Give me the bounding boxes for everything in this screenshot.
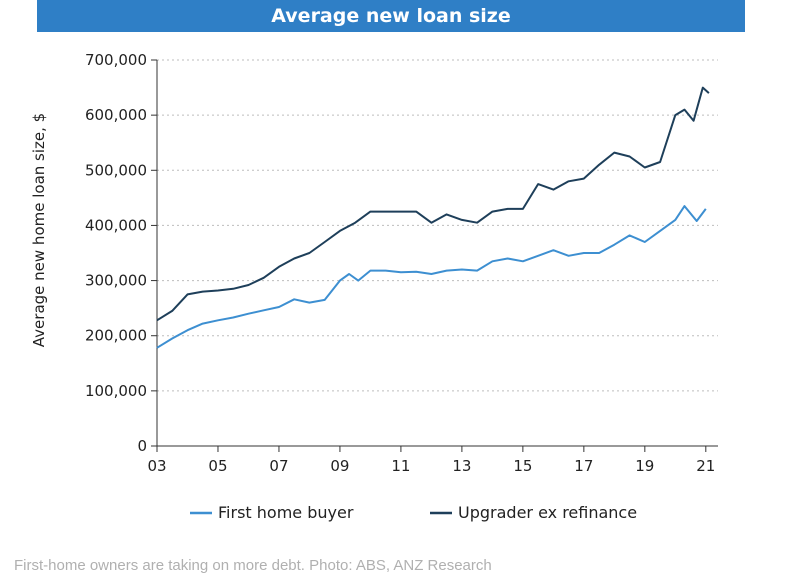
x-tick-label: 21 [696, 457, 715, 475]
x-tick-label: 19 [635, 457, 654, 475]
x-tick-label: 03 [147, 457, 166, 475]
x-tick-label: 13 [452, 457, 471, 475]
y-tick-label: 200,000 [85, 327, 147, 345]
y-tick-label: 100,000 [85, 382, 147, 400]
line-chart: 0 100,000 200,000 300,000 400,000 500,000 600,… [30, 51, 718, 522]
legend: First home buyer Upgrader ex refinance [190, 503, 637, 522]
y-tick-label: 500,000 [85, 161, 147, 179]
series-line-first-home-buyer [156, 205, 707, 349]
series-lines [156, 86, 710, 349]
y-tick-labels: 0 100,000 200,000 300,000 400,000 500,000 600,… [85, 51, 147, 455]
y-tick-label: 0 [137, 437, 147, 455]
y-tick-label: 700,000 [85, 51, 147, 69]
y-axis-label: Average new home loan size, $ [30, 113, 48, 347]
legend-label-upgrader-ex-refinance: Upgrader ex refinance [458, 503, 637, 522]
x-tick-labels: 03 05 07 09 11 13 15 17 19 21 [147, 457, 715, 475]
photo-caption: First-home owners are taking on more deb… [14, 557, 492, 574]
x-tick-label: 07 [269, 457, 288, 475]
y-tick-label: 300,000 [85, 272, 147, 290]
x-tick-label: 17 [574, 457, 593, 475]
series-line-upgrader-ex-refinance [156, 86, 710, 322]
x-tick-label: 05 [208, 457, 227, 475]
x-tick-label: 15 [513, 457, 532, 475]
x-tick-label: 11 [391, 457, 410, 475]
x-tick-label: 09 [330, 457, 349, 475]
y-tick-label: 400,000 [85, 216, 147, 234]
chart-title-bar: Average new loan size [37, 0, 745, 32]
legend-label-first-home-buyer: First home buyer [218, 503, 354, 522]
axes [151, 59, 718, 452]
y-tick-label: 600,000 [85, 106, 147, 124]
chart-title: Average new loan size [271, 5, 511, 27]
grid-lines [157, 59, 718, 392]
